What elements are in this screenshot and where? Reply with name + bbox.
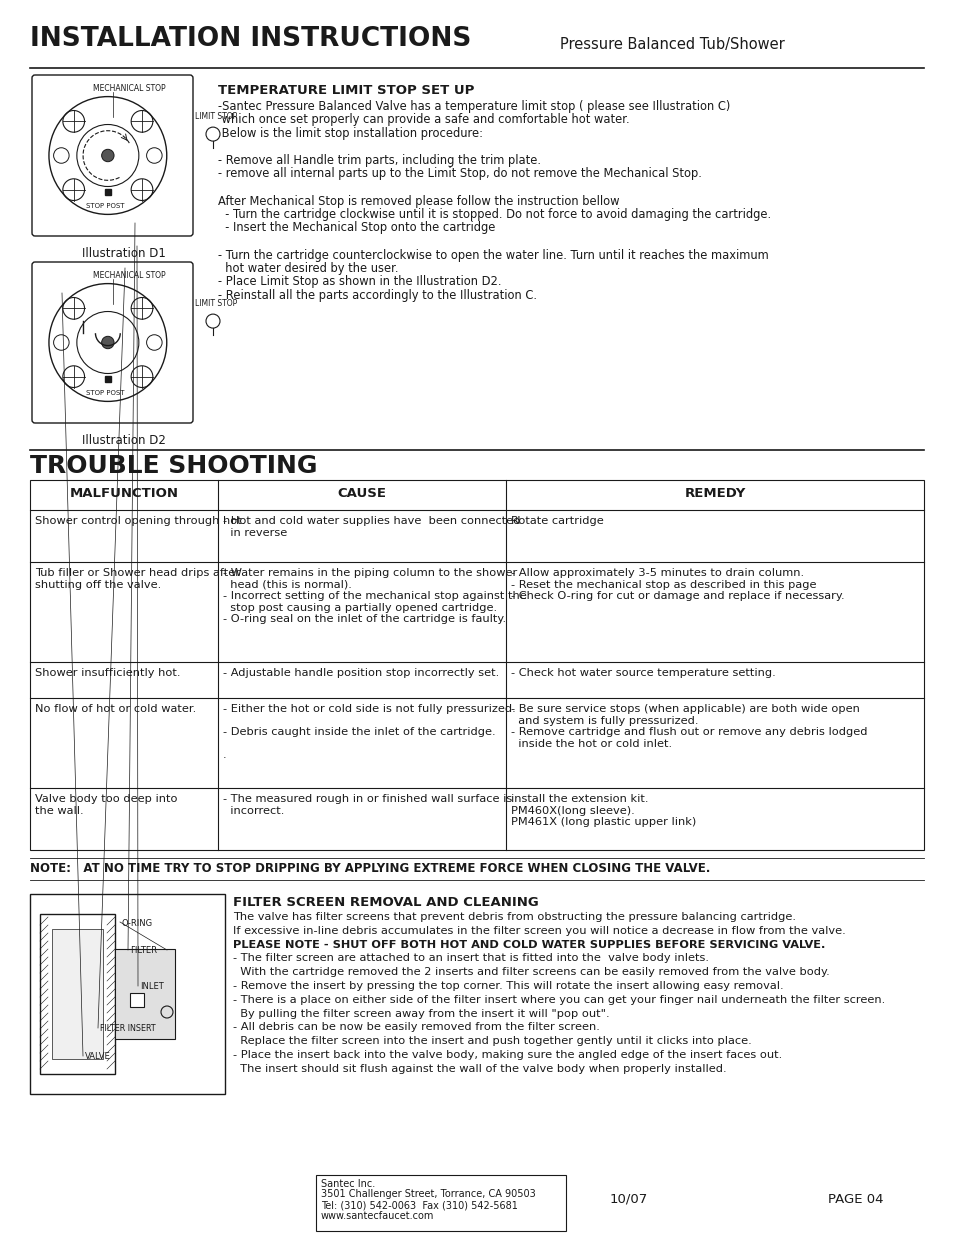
Text: TEMPERATURE LIMIT STOP SET UP: TEMPERATURE LIMIT STOP SET UP bbox=[218, 84, 474, 98]
Text: -Santec Pressure Balanced Valve has a temperature limit stop ( please see Illust: -Santec Pressure Balanced Valve has a te… bbox=[218, 100, 730, 112]
Circle shape bbox=[102, 336, 114, 348]
Text: - Check hot water source temperature setting.: - Check hot water source temperature set… bbox=[511, 668, 775, 678]
Text: Below is the limit stop installation procedure:: Below is the limit stop installation pro… bbox=[218, 127, 482, 140]
Bar bbox=[105, 375, 111, 382]
Text: VALVE: VALVE bbox=[85, 1052, 111, 1061]
Text: - Reinstall all the parts accordingly to the Illustration C.: - Reinstall all the parts accordingly to… bbox=[218, 289, 537, 303]
Bar bbox=[30, 480, 923, 850]
Text: FILTER INSERT: FILTER INSERT bbox=[100, 1024, 155, 1032]
Text: No flow of hot or cold water.: No flow of hot or cold water. bbox=[35, 704, 196, 714]
Text: www.santecfaucet.com: www.santecfaucet.com bbox=[320, 1212, 434, 1221]
Text: - Water remains in the piping column to the shower
  head (this is normal).
- In: - Water remains in the piping column to … bbox=[223, 568, 526, 625]
Text: 10/07: 10/07 bbox=[609, 1193, 648, 1207]
Text: Shower control opening through hot.: Shower control opening through hot. bbox=[35, 516, 245, 526]
Text: - remove all internal parts up to the Limit Stop, do not remove the Mechanical S: - remove all internal parts up to the Li… bbox=[218, 168, 701, 180]
FancyBboxPatch shape bbox=[32, 262, 193, 424]
Bar bbox=[40, 914, 115, 1074]
Text: - Remove the insert by pressing the top corner. This will rotate the insert allo: - Remove the insert by pressing the top … bbox=[233, 981, 782, 990]
Text: 3501 Challenger Street, Torrance, CA 90503: 3501 Challenger Street, Torrance, CA 905… bbox=[320, 1189, 536, 1199]
Text: PLEASE NOTE - SHUT OFF BOTH HOT AND COLD WATER SUPPLIES BEFORE SERVICING VALVE.: PLEASE NOTE - SHUT OFF BOTH HOT AND COLD… bbox=[233, 940, 824, 950]
Text: MECHANICAL STOP: MECHANICAL STOP bbox=[92, 270, 165, 280]
Text: Tel: (310) 542-0063  Fax (310) 542-5681: Tel: (310) 542-0063 Fax (310) 542-5681 bbox=[320, 1200, 517, 1210]
Text: With the cartridge removed the 2 inserts and filter screens can be easily remove: With the cartridge removed the 2 inserts… bbox=[233, 967, 829, 977]
Text: - Adjustable handle position stop incorrectly set.: - Adjustable handle position stop incorr… bbox=[223, 668, 498, 678]
Text: - Insert the Mechanical Stop onto the cartridge: - Insert the Mechanical Stop onto the ca… bbox=[218, 221, 495, 235]
Text: Rotate cartridge: Rotate cartridge bbox=[511, 516, 603, 526]
Text: - Place the insert back into the valve body, making sure the angled edge of the : - Place the insert back into the valve b… bbox=[233, 1050, 781, 1060]
Text: PAGE 04: PAGE 04 bbox=[827, 1193, 882, 1207]
Text: install the extension kit.
PM460X(long sleeve).
PM461X (long plastic upper link): install the extension kit. PM460X(long s… bbox=[511, 794, 696, 827]
Text: FILTER SCREEN REMOVAL AND CLEANING: FILTER SCREEN REMOVAL AND CLEANING bbox=[233, 897, 538, 909]
Text: Tub filler or Shower head drips after
shutting off the valve.: Tub filler or Shower head drips after sh… bbox=[35, 568, 240, 589]
Text: - There is a place on either side of the filter insert where you can get your fi: - There is a place on either side of the… bbox=[233, 995, 884, 1005]
Text: - Hot and cold water supplies have  been connected
  in reverse: - Hot and cold water supplies have been … bbox=[223, 516, 520, 537]
Text: - Either the hot or cold side is not fully pressurized.

- Debris caught inside : - Either the hot or cold side is not ful… bbox=[223, 704, 516, 761]
Text: - Place Limit Stop as shown in the Illustration D2.: - Place Limit Stop as shown in the Illus… bbox=[218, 275, 501, 289]
Text: Replace the filter screen into the insert and push together gently until it clic: Replace the filter screen into the inser… bbox=[233, 1036, 751, 1046]
Text: MECHANICAL STOP: MECHANICAL STOP bbox=[92, 84, 165, 93]
Text: REMEDY: REMEDY bbox=[683, 487, 745, 500]
Text: FILTER: FILTER bbox=[130, 946, 157, 955]
Bar bbox=[115, 948, 174, 1039]
Text: STOP POST: STOP POST bbox=[86, 390, 124, 395]
Bar bbox=[105, 189, 111, 195]
Text: The insert should sit flush against the wall of the valve body when properly ins: The insert should sit flush against the … bbox=[233, 1063, 726, 1073]
Text: - Turn the cartridge clockwise until it is stopped. Do not force to avoid damagi: - Turn the cartridge clockwise until it … bbox=[218, 207, 770, 221]
FancyBboxPatch shape bbox=[32, 75, 193, 236]
Text: - Turn the cartridge counterclockwise to open the water line. Turn until it reac: - Turn the cartridge counterclockwise to… bbox=[218, 248, 768, 262]
Bar bbox=[315, 1174, 565, 1231]
Text: LIMIT STOP: LIMIT STOP bbox=[194, 299, 237, 308]
Text: LIMIT STOP: LIMIT STOP bbox=[194, 112, 237, 121]
Text: STOP POST: STOP POST bbox=[86, 203, 124, 209]
Text: INLET: INLET bbox=[140, 982, 164, 990]
Text: INSTALLATION INSTRUCTIONS: INSTALLATION INSTRUCTIONS bbox=[30, 26, 471, 52]
Text: By pulling the filter screen away from the insert it will "pop out".: By pulling the filter screen away from t… bbox=[233, 1009, 609, 1019]
Text: TROUBLE SHOOTING: TROUBLE SHOOTING bbox=[30, 454, 317, 478]
Text: which once set properly can provide a safe and comfortable hot water.: which once set properly can provide a sa… bbox=[218, 114, 629, 126]
Text: Valve body too deep into
the wall.: Valve body too deep into the wall. bbox=[35, 794, 177, 815]
Text: The valve has filter screens that prevent debris from obstructing the pressure b: The valve has filter screens that preven… bbox=[233, 911, 795, 923]
Text: hot water desired by the user.: hot water desired by the user. bbox=[218, 262, 398, 275]
Text: - Allow approximately 3-5 minutes to drain column.
- Reset the mechanical stop a: - Allow approximately 3-5 minutes to dra… bbox=[511, 568, 843, 601]
Text: - All debris can be now be easily removed from the filter screen.: - All debris can be now be easily remove… bbox=[233, 1023, 599, 1032]
Circle shape bbox=[102, 149, 114, 162]
Text: MALFUNCTION: MALFUNCTION bbox=[70, 487, 178, 500]
Text: Santec Inc.: Santec Inc. bbox=[320, 1179, 375, 1189]
Text: CAUSE: CAUSE bbox=[337, 487, 386, 500]
Text: - Remove all Handle trim parts, including the trim plate.: - Remove all Handle trim parts, includin… bbox=[218, 154, 540, 167]
Text: If excessive in-line debris accumulates in the filter screen you will notice a d: If excessive in-line debris accumulates … bbox=[233, 926, 845, 936]
Text: - The filter screen are attached to an insert that is fitted into the  valve bod: - The filter screen are attached to an i… bbox=[233, 953, 708, 963]
Bar bbox=[52, 929, 103, 1058]
Text: NOTE:   AT NO TIME TRY TO STOP DRIPPING BY APPLYING EXTREME FORCE WHEN CLOSING T: NOTE: AT NO TIME TRY TO STOP DRIPPING BY… bbox=[30, 862, 710, 876]
Text: After Mechanical Stop is removed please follow the instruction bellow: After Mechanical Stop is removed please … bbox=[218, 194, 618, 207]
Bar bbox=[130, 993, 144, 1007]
Text: Illustration D1: Illustration D1 bbox=[82, 247, 166, 261]
Bar bbox=[30, 894, 225, 1094]
Text: Pressure Balanced Tub/Shower: Pressure Balanced Tub/Shower bbox=[559, 37, 784, 52]
Text: Illustration D2: Illustration D2 bbox=[82, 433, 166, 447]
Text: O-RING: O-RING bbox=[122, 919, 153, 927]
Text: - The measured rough in or finished wall surface is
  incorrect.: - The measured rough in or finished wall… bbox=[223, 794, 512, 815]
Text: - Be sure service stops (when applicable) are both wide open
  and system is ful: - Be sure service stops (when applicable… bbox=[511, 704, 866, 748]
Text: Shower insufficiently hot.: Shower insufficiently hot. bbox=[35, 668, 180, 678]
